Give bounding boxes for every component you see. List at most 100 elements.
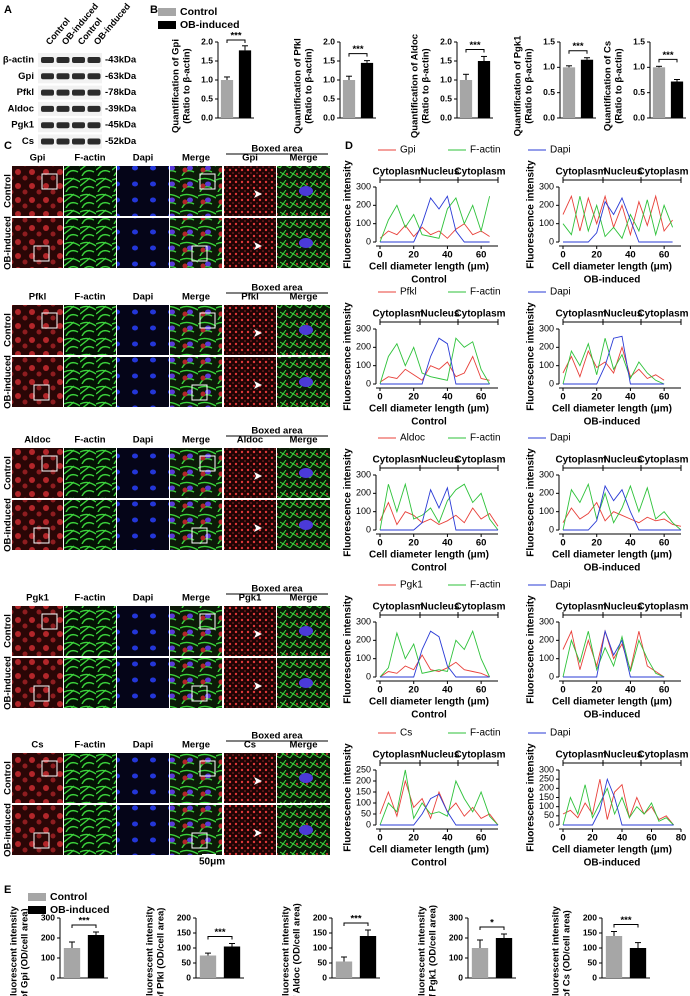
x-axis-label: Cell diameter length (μm) bbox=[369, 404, 489, 415]
y-tick-label: 1.0 bbox=[633, 62, 645, 72]
weight-label: -45kDa bbox=[105, 120, 137, 131]
x-tick-label: 40 bbox=[625, 685, 636, 696]
intensity-line bbox=[379, 654, 490, 678]
micrograph bbox=[170, 658, 222, 708]
blot-frame bbox=[38, 53, 102, 67]
micrograph bbox=[224, 500, 276, 550]
micrograph bbox=[12, 805, 63, 855]
bar bbox=[670, 81, 684, 118]
region-label: Cytoplasm bbox=[454, 602, 505, 613]
x-tick-label: 40 bbox=[442, 250, 453, 261]
y-tick-label: 200 bbox=[539, 342, 554, 352]
weight-label: -63kDa bbox=[105, 71, 137, 82]
group-label: OB-induced bbox=[584, 275, 641, 286]
micrograph bbox=[224, 805, 276, 855]
region-label: Nucleus bbox=[421, 455, 460, 466]
x-axis-label: Cell diameter length (μm) bbox=[369, 550, 489, 561]
blot-frame bbox=[38, 118, 102, 133]
nucleus bbox=[299, 773, 313, 783]
region-label: Cytoplasm bbox=[637, 602, 688, 613]
blot-band bbox=[56, 105, 70, 112]
y-tick-label: 0.5 bbox=[440, 93, 452, 103]
y-axis-label: Quantification of Aldoc bbox=[410, 34, 421, 138]
legend-label: OB-induced bbox=[50, 904, 110, 916]
y-tick-label: 150 bbox=[583, 927, 597, 937]
significance: *** bbox=[350, 914, 361, 925]
intensity-line bbox=[379, 196, 491, 243]
y-tick-label: 50 bbox=[544, 810, 554, 820]
x-tick-label: 40 bbox=[442, 538, 453, 549]
region-label: Cytoplasm bbox=[555, 750, 606, 761]
y-tick-label: 0 bbox=[366, 819, 371, 829]
column-header: F-actin bbox=[74, 593, 105, 604]
roi-box bbox=[33, 832, 50, 849]
blot-band bbox=[72, 105, 85, 112]
y-tick-label: 300 bbox=[539, 323, 554, 333]
intensity-line bbox=[562, 629, 665, 678]
y-tick-label: 1.5 bbox=[323, 55, 335, 65]
y-tick-label: 100 bbox=[356, 506, 371, 516]
y-tick-label: 1.0 bbox=[543, 62, 555, 72]
blot-band bbox=[41, 57, 54, 63]
region-label: Cytoplasm bbox=[372, 455, 423, 466]
blot-frame bbox=[38, 134, 102, 149]
column-header: Dapi bbox=[133, 292, 154, 303]
nucleus bbox=[299, 520, 313, 530]
roi-box bbox=[191, 832, 208, 849]
roi-box bbox=[199, 613, 216, 630]
row-label: OB-induced bbox=[3, 216, 14, 270]
legend-label: Control bbox=[50, 891, 87, 903]
column-header: Merge bbox=[290, 435, 318, 446]
y-tick-label: 0.0 bbox=[323, 112, 335, 122]
x-tick-label: 40 bbox=[442, 833, 453, 844]
arrow bbox=[254, 329, 262, 337]
x-tick-label: 40 bbox=[617, 833, 628, 844]
x-tick-label: 60 bbox=[659, 250, 670, 261]
y-tick-label: 100 bbox=[539, 360, 554, 370]
roi-box bbox=[199, 173, 216, 190]
micrograph bbox=[64, 753, 116, 803]
y-axis-label: Fluorescence intensity bbox=[526, 743, 537, 852]
y-axis-label: Fluorescent intensity bbox=[145, 906, 156, 996]
intensity-line bbox=[379, 223, 490, 239]
y-tick-label: 200 bbox=[177, 912, 191, 922]
boxed-area-header: Boxed area bbox=[251, 584, 303, 595]
micrograph bbox=[64, 805, 116, 855]
y-tick-label: 0 bbox=[366, 236, 371, 246]
y-axis-label: of Gpi (OD/cell area) bbox=[20, 908, 31, 996]
significance-bracket bbox=[71, 924, 97, 928]
bar bbox=[652, 67, 666, 118]
significance: *** bbox=[352, 44, 363, 55]
region-label: Nucleus bbox=[604, 309, 643, 320]
group-label: OB-induced bbox=[584, 563, 641, 574]
micrograph bbox=[117, 448, 169, 498]
legend-swatch bbox=[158, 21, 176, 29]
intensity-line bbox=[562, 631, 665, 678]
column-header: Gpi bbox=[242, 153, 258, 164]
blot-frame bbox=[38, 85, 102, 100]
blot-frame bbox=[38, 69, 102, 84]
y-tick-label: 200 bbox=[356, 775, 371, 785]
bar bbox=[335, 961, 353, 978]
y-tick-label: 300 bbox=[356, 323, 371, 333]
x-tick-label: 0 bbox=[377, 538, 382, 549]
micrograph bbox=[224, 606, 276, 656]
column-header: Pfkl bbox=[29, 292, 46, 303]
region-label: Cytoplasm bbox=[637, 309, 688, 320]
y-axis-label: Quantification of Pgk1 bbox=[513, 35, 524, 137]
column-header: Dapi bbox=[133, 435, 154, 446]
blot-band bbox=[41, 122, 54, 129]
y-tick-label: 100 bbox=[356, 218, 371, 228]
legend-label: F-actin bbox=[470, 728, 501, 739]
bar bbox=[199, 955, 217, 978]
roi-box bbox=[41, 173, 58, 190]
roi-box bbox=[33, 384, 50, 401]
bar bbox=[238, 50, 252, 118]
panel-label: A bbox=[4, 4, 12, 16]
y-tick-label: 100 bbox=[177, 942, 191, 952]
legend-label: Dapi bbox=[550, 287, 571, 298]
blot-frame bbox=[38, 101, 102, 116]
significance: *** bbox=[662, 50, 673, 61]
micrograph bbox=[224, 218, 276, 268]
blot-band bbox=[56, 57, 70, 63]
